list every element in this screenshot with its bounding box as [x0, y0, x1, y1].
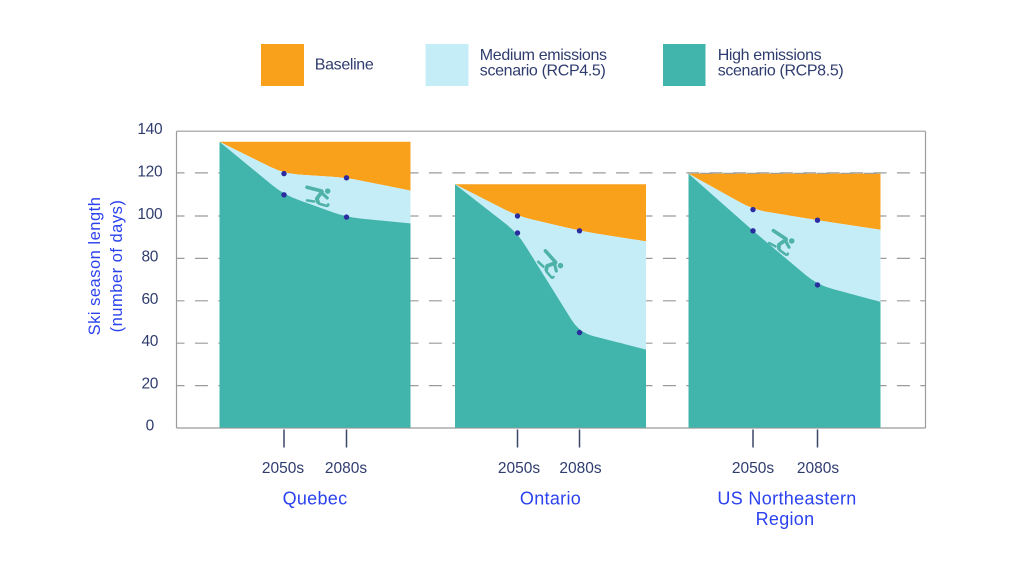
svg-text:60: 60 — [141, 291, 158, 308]
svg-text:100: 100 — [137, 206, 163, 223]
svg-text:2080s: 2080s — [325, 460, 367, 477]
svg-text:2050s: 2050s — [732, 460, 774, 477]
svg-text:120: 120 — [137, 164, 163, 181]
svg-text:140: 140 — [137, 121, 163, 138]
svg-text:Ski season length: Ski season length — [86, 197, 104, 336]
svg-text:Medium emissions: Medium emissions — [480, 47, 607, 64]
svg-text:40: 40 — [141, 333, 158, 350]
svg-text:20: 20 — [141, 376, 158, 393]
svg-text:80: 80 — [141, 248, 158, 265]
svg-text:Baseline: Baseline — [315, 57, 374, 74]
svg-text:2080s: 2080s — [797, 460, 839, 477]
svg-text:2050s: 2050s — [262, 460, 304, 477]
svg-text:Quebec: Quebec — [283, 489, 348, 509]
svg-text:0: 0 — [146, 417, 155, 434]
svg-text:(number of days): (number of days) — [108, 200, 126, 333]
svg-text:2080s: 2080s — [559, 460, 601, 477]
svg-text:scenario (RCP4.5): scenario (RCP4.5) — [480, 63, 606, 80]
svg-text:US Northeastern: US Northeastern — [717, 489, 856, 509]
svg-text:2050s: 2050s — [498, 460, 540, 477]
svg-text:scenario (RCP8.5): scenario (RCP8.5) — [718, 63, 844, 80]
svg-text:Region: Region — [756, 509, 815, 529]
svg-text:Ontario: Ontario — [520, 489, 581, 509]
svg-text:High emissions: High emissions — [718, 47, 822, 64]
